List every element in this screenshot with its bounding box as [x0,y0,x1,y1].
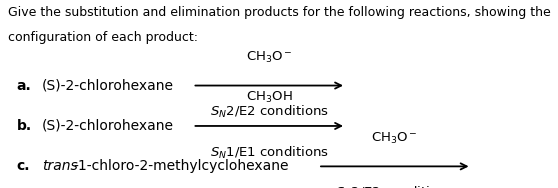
Text: CH$_3$O$^-$: CH$_3$O$^-$ [372,131,418,146]
Text: $S_N$1/E1 conditions: $S_N$1/E1 conditions [210,145,329,161]
Text: CH$_3$O$^-$: CH$_3$O$^-$ [246,50,292,65]
Text: c.: c. [17,159,30,173]
Text: a.: a. [17,79,31,92]
Text: Give the substitution and elimination products for the following reactions, show: Give the substitution and elimination pr… [8,6,551,19]
Text: b.: b. [17,119,32,133]
Text: $S_N$2/E2 conditions: $S_N$2/E2 conditions [335,185,454,188]
Text: $S_N$2/E2 conditions: $S_N$2/E2 conditions [210,104,329,121]
Text: (S)-2-chlorohexane: (S)-2-chlorohexane [42,119,174,133]
Text: configuration of each product:: configuration of each product: [8,31,199,44]
Text: (S)-2-chlorohexane: (S)-2-chlorohexane [42,79,174,92]
Text: -1-chloro-2-methylcyclohexane: -1-chloro-2-methylcyclohexane [74,159,289,173]
Text: CH$_3$OH: CH$_3$OH [246,90,292,105]
Text: trans: trans [42,159,78,173]
